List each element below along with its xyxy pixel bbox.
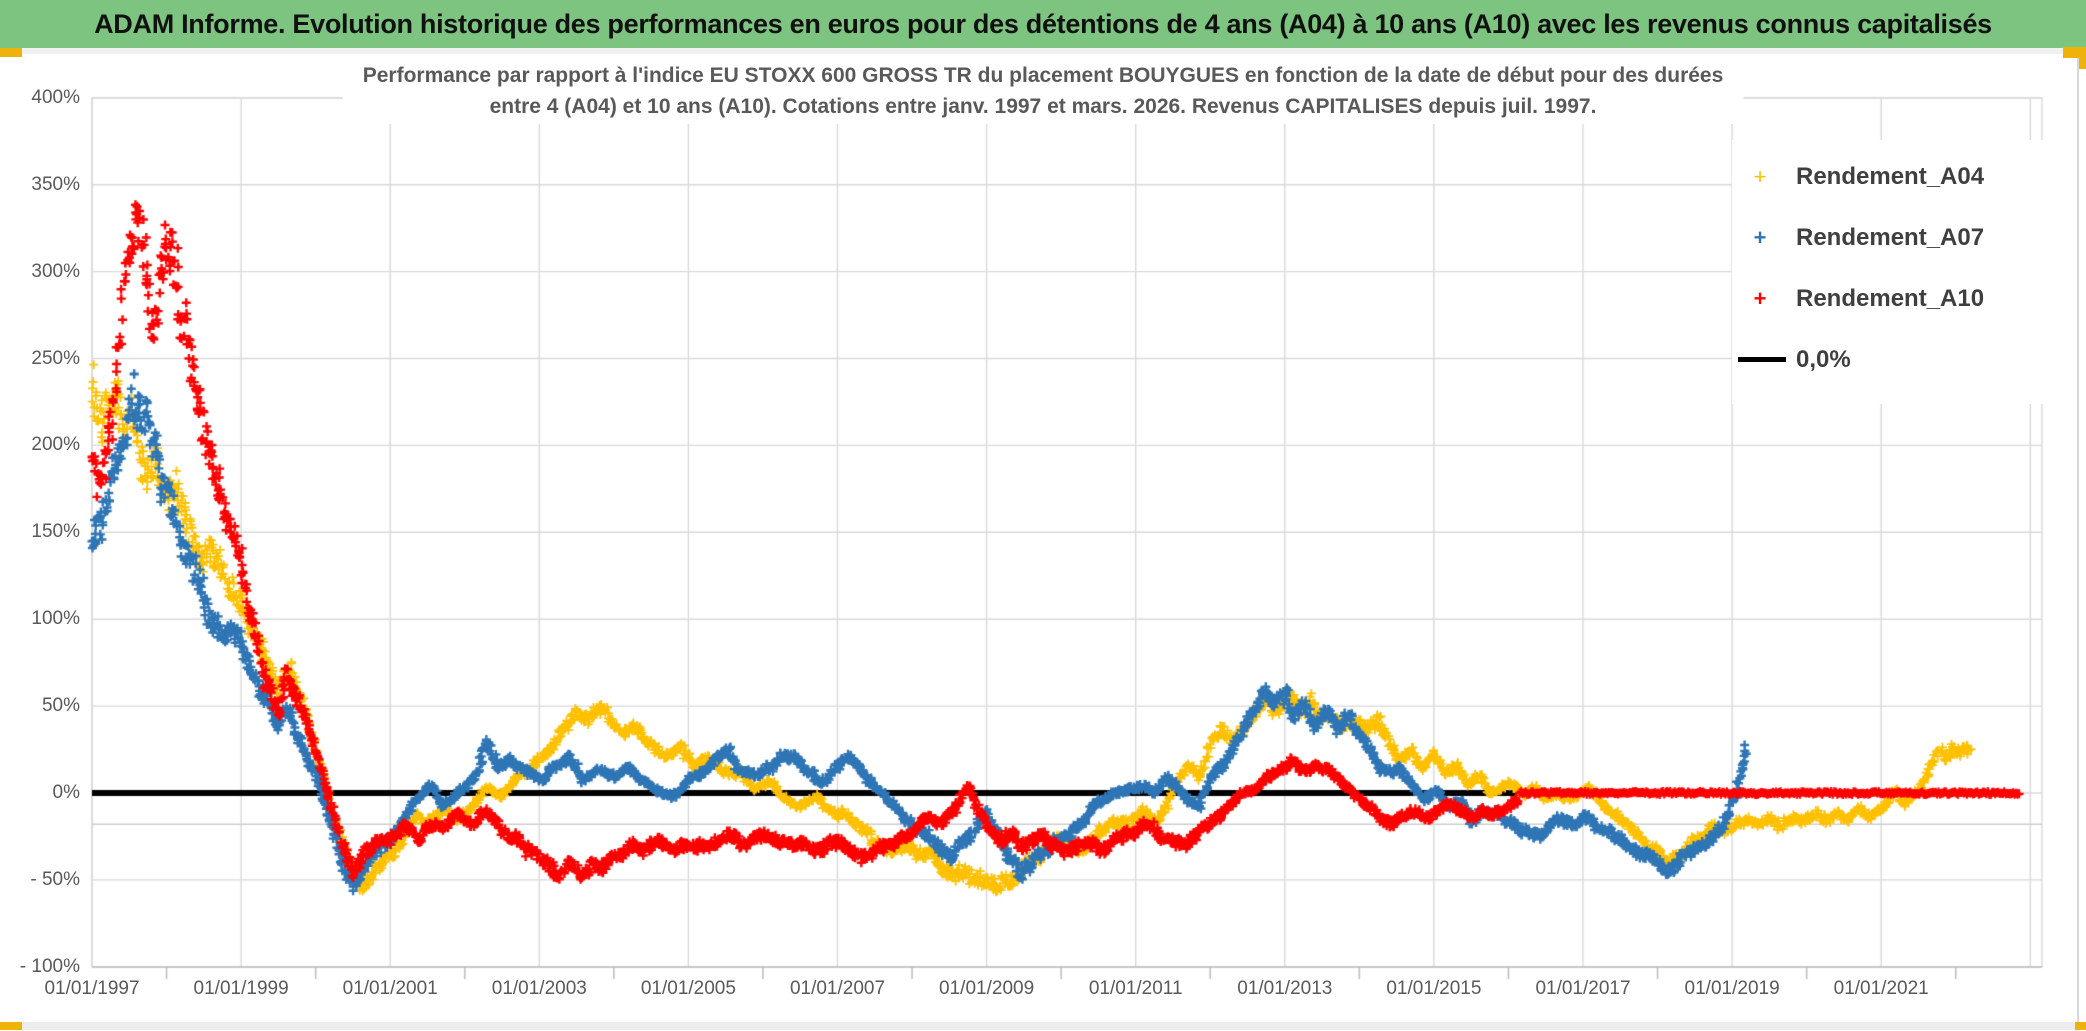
legend-label: 0,0% <box>1796 345 1851 373</box>
x-tick-label: 01/01/1999 <box>193 978 289 999</box>
y-tick-label: 300% <box>31 260 80 282</box>
legend-item-a04: + Rendement_A04 <box>1732 154 2067 199</box>
legend-item-zero-line: 0,0% <box>1732 337 2067 382</box>
x-tick-label: 01/01/2017 <box>1535 978 1631 999</box>
legend-item-a07: + Rendement_A07 <box>1732 215 2067 260</box>
y-tick-label: 50% <box>41 695 80 717</box>
y-tick-label: - 50% <box>30 868 80 890</box>
legend-label: Rendement_A10 <box>1796 284 1985 312</box>
x-tick-label: 01/01/2021 <box>1833 978 1929 999</box>
y-tick-label: 250% <box>31 347 80 369</box>
x-tick-label: 01/01/2013 <box>1237 978 1333 999</box>
y-tick-label: - 100% <box>19 955 80 977</box>
chart-legend: + Rendement_A04 + Rendement_A07 + Rendem… <box>1732 140 2067 404</box>
x-tick-label: 01/01/2007 <box>789 978 886 999</box>
plus-marker-icon: + <box>1753 224 1767 250</box>
y-tick-label: 400% <box>31 86 80 108</box>
x-tick-label: 01/01/2005 <box>640 978 736 999</box>
y-tick-label: 0% <box>52 782 80 803</box>
x-tick-label: 01/01/2015 <box>1386 978 1482 999</box>
legend-item-a10: + Rendement_A10 <box>1732 276 2067 321</box>
x-tick-label: 01/01/1997 <box>44 978 140 999</box>
legend-label: Rendement_A07 <box>1796 223 1985 251</box>
plus-marker-icon: + <box>1753 285 1767 311</box>
chart-title: Performance par rapport à l'indice EU ST… <box>342 58 1744 124</box>
plus-marker-icon: + <box>1753 163 1767 189</box>
y-tick-label: 100% <box>31 608 80 630</box>
x-tick-label: 01/01/2019 <box>1684 978 1780 999</box>
y-tick-label: 150% <box>31 521 80 543</box>
y-tick-label: 350% <box>31 173 80 195</box>
chart-title-line1: Performance par rapport à l'indice EU ST… <box>362 64 1724 87</box>
legend-label: Rendement_A04 <box>1796 162 1985 190</box>
chart-title-line2: entre 4 (A04) et 10 ans (A10). Cotations… <box>489 95 1597 118</box>
x-tick-label: 01/01/2009 <box>939 978 1035 999</box>
x-tick-label: 01/01/2001 <box>342 978 438 999</box>
x-tick-label: 01/01/2011 <box>1088 978 1183 999</box>
zero-line-swatch <box>1738 357 1786 362</box>
y-tick-label: 200% <box>31 434 80 456</box>
x-tick-label: 01/01/2003 <box>491 978 587 999</box>
